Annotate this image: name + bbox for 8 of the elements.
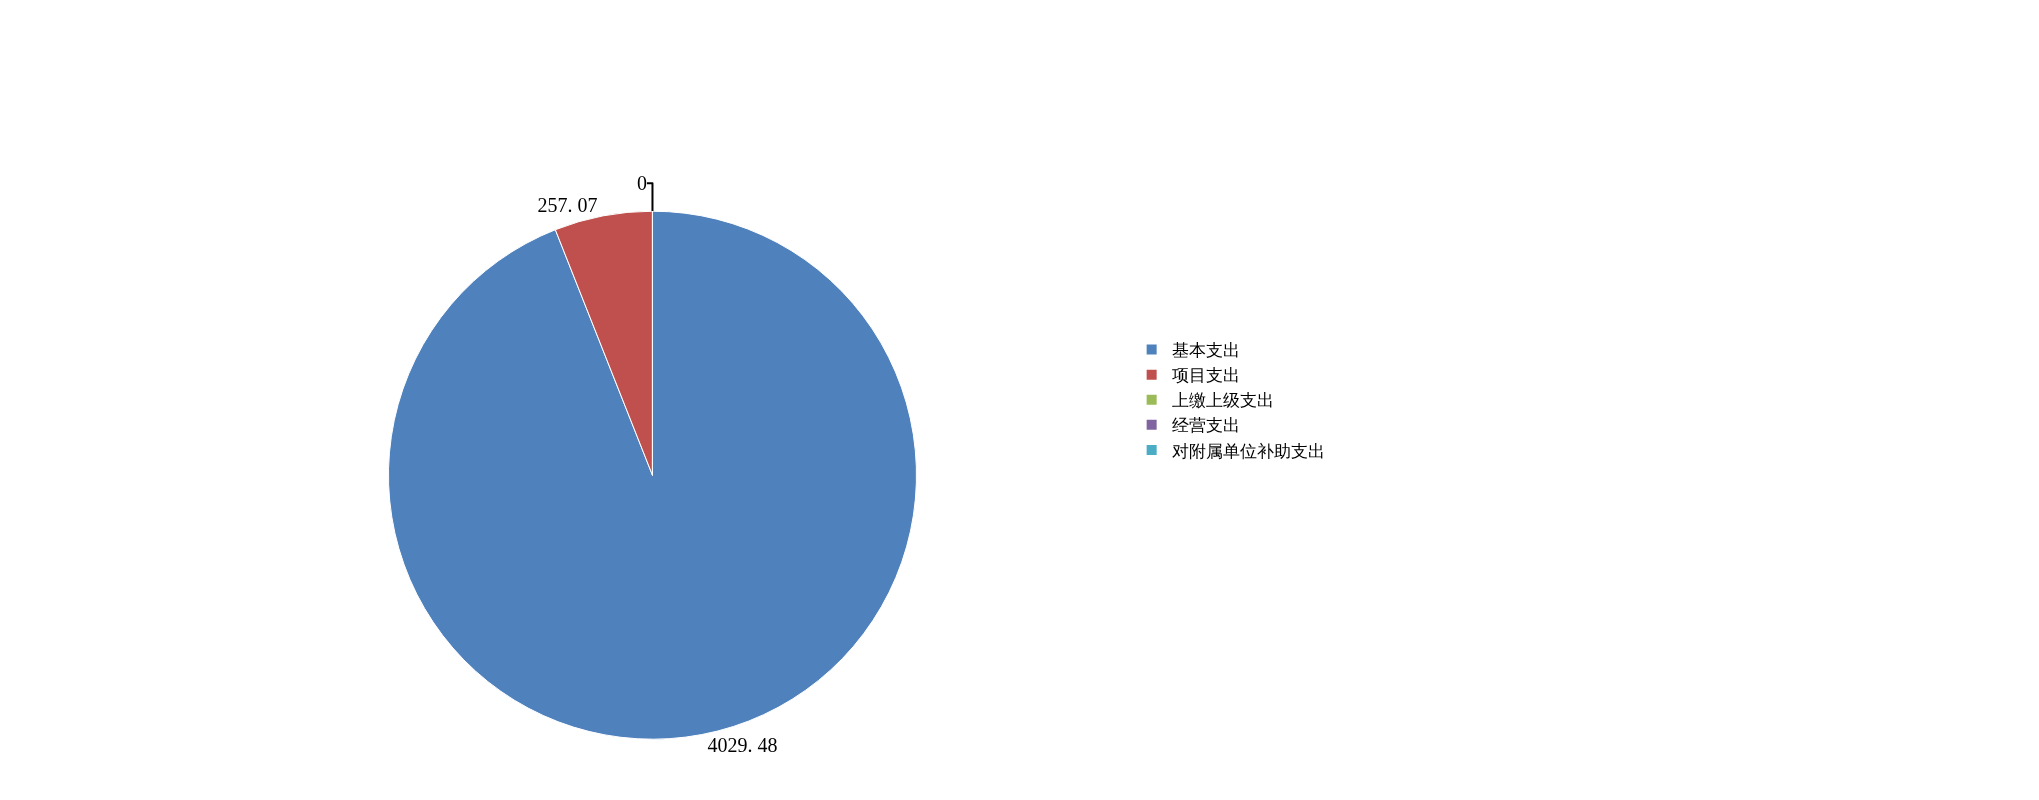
legend-label: 基本支出 — [1171, 340, 1240, 361]
legend-label: 上缴上级支出 — [1171, 390, 1274, 411]
data-label: 4029. 48 — [707, 734, 778, 757]
legend-label: 项目支出 — [1171, 365, 1240, 386]
text: 0 — [636, 172, 647, 195]
legend-label: 对附属单位补助支出 — [1171, 440, 1325, 461]
data-label: 257. 07 — [537, 194, 598, 217]
legend-label: 经营支出 — [1171, 415, 1240, 436]
